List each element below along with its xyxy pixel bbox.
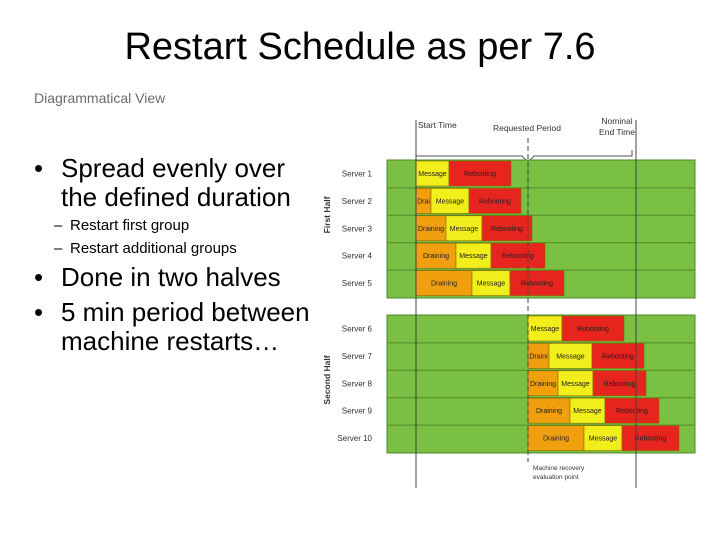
phase-label: Message — [556, 353, 585, 360]
nominal-end-time-label: End Time — [599, 127, 635, 137]
group-block — [386, 159, 696, 299]
slide-title: Restart Schedule as per 7.6 — [124, 26, 596, 68]
phase-label: Rebooting — [635, 436, 667, 443]
phase-label: Draining — [431, 281, 457, 288]
server-label: Server 6 — [342, 325, 373, 334]
phase-draining — [527, 343, 550, 369]
phase-label: Draining — [530, 381, 556, 388]
phase-message — [569, 397, 606, 424]
server-label: Server 4 — [342, 252, 373, 261]
phase-label: Drai — [417, 198, 430, 205]
phase-rebooting — [621, 425, 680, 451]
requested-period-brace — [415, 150, 633, 163]
bullet-two-halves: • Done in two halves — [34, 263, 324, 292]
phase-label: Rebooting — [616, 408, 648, 415]
phase-label: Rebooting — [602, 353, 634, 360]
phase-label: Message — [561, 381, 590, 388]
phase-message — [430, 188, 470, 214]
phase-rebooting — [591, 343, 645, 369]
phase-label: Draining — [423, 253, 449, 260]
phase-label: Rebooting — [577, 326, 609, 333]
nominal-end-time-label: Nominal — [601, 116, 632, 126]
bullet-dot-icon: • — [34, 262, 44, 292]
phase-rebooting — [490, 242, 546, 269]
slide-subtitle: Diagrammatical View — [34, 90, 166, 106]
phase-draining — [415, 270, 473, 296]
phase-rebooting — [468, 188, 522, 214]
phase-label: Rebooting — [464, 171, 496, 178]
phase-label: Rebooting — [502, 253, 534, 260]
bullet-text: Done in two halves — [61, 262, 281, 292]
phase-draining — [415, 215, 447, 242]
phase-label: Message — [459, 253, 488, 260]
sub-bullet-text: Restart first group — [70, 217, 190, 234]
server-label: Server 7 — [342, 352, 373, 361]
phase-message — [583, 425, 623, 451]
phase-label: Draini — [529, 353, 548, 360]
bullet-spread-evenly: • Spread evenly over the defined duration — [34, 154, 324, 212]
evaluation-note: evaluation point — [533, 474, 579, 481]
server-label: Server 1 — [342, 170, 373, 179]
phase-message — [455, 242, 492, 269]
bullet-five-min-period: • 5 min period between machine restarts… — [34, 298, 324, 356]
phase-message — [527, 315, 563, 342]
phase-label: Rebooting — [491, 226, 523, 233]
phase-rebooting — [604, 397, 660, 424]
phase-rebooting — [481, 215, 533, 242]
dash-icon: – — [54, 217, 63, 234]
group-label: Second Half — [322, 355, 332, 404]
phase-label: Message — [450, 226, 479, 233]
phase-draining — [527, 370, 559, 397]
phase-message — [415, 160, 450, 187]
start-time-label: Start Time — [418, 120, 457, 130]
phase-draining — [415, 242, 457, 269]
bullet-list: • Spread evenly over the defined duration… — [34, 154, 324, 356]
phase-message — [557, 370, 594, 397]
phase-rebooting — [592, 370, 647, 397]
server-label: Server 10 — [337, 434, 372, 443]
phase-label: Rebooting — [521, 281, 553, 288]
sub-bullet-first-group: – Restart first group — [34, 217, 324, 235]
phase-label: Message — [418, 171, 447, 178]
phase-label: Draining — [418, 226, 444, 233]
phase-rebooting — [448, 160, 512, 187]
bullet-dot-icon: • — [34, 153, 44, 183]
phase-label: Draining — [543, 436, 569, 443]
phase-draining — [415, 188, 432, 214]
sub-bullet-additional-groups: – Restart additional groups — [34, 240, 324, 258]
requested-period-label: Requested Period — [493, 123, 561, 133]
phase-label: Message — [477, 281, 506, 288]
server-label: Server 5 — [342, 279, 373, 288]
phase-message — [471, 270, 511, 296]
phase-label: Rebooting — [604, 381, 636, 388]
phase-draining — [527, 425, 585, 451]
phase-draining — [527, 397, 571, 424]
phase-label: Message — [531, 326, 560, 333]
phase-label: Message — [573, 408, 602, 415]
phase-message — [548, 343, 593, 369]
phase-label: Rebooting — [479, 198, 511, 205]
server-label: Server 9 — [342, 407, 373, 416]
bullet-text: 5 min period between machine restarts… — [61, 297, 310, 356]
phase-rebooting — [509, 270, 565, 296]
server-label: Server 8 — [342, 379, 373, 388]
evaluation-note: Machine recovery — [533, 465, 585, 472]
group-block — [386, 314, 696, 454]
phase-rebooting — [561, 315, 625, 342]
phase-label: Message — [589, 436, 618, 443]
phase-label: Message — [436, 198, 465, 205]
dash-icon: – — [54, 240, 63, 257]
server-label: Server 2 — [342, 197, 373, 206]
bullet-dot-icon: • — [34, 297, 44, 327]
phase-message — [445, 215, 483, 242]
sub-bullet-text: Restart additional groups — [70, 240, 237, 257]
server-label: Server 3 — [342, 224, 373, 233]
phase-label: Draining — [536, 408, 562, 415]
bullet-text: Spread evenly over the defined duration — [61, 153, 291, 212]
